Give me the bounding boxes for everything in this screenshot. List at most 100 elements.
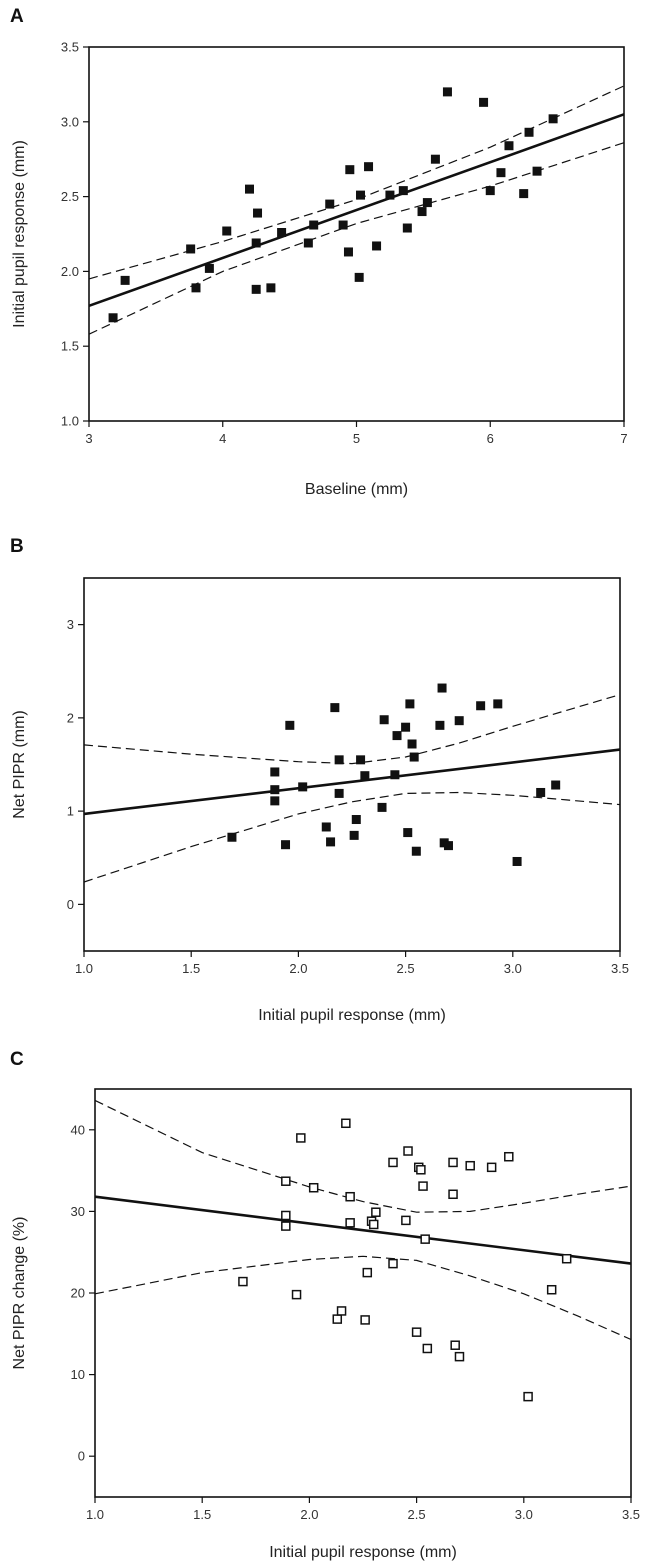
data-point [303,238,313,248]
data-point [402,223,412,233]
data-point [338,220,348,230]
ci-lower-line [88,142,625,335]
data-point [409,752,419,762]
y-tick-label: 3.0 [61,114,79,129]
data-point [253,208,263,218]
y-tick-label: 3 [67,617,74,632]
data-point [454,716,464,726]
data-point [345,1218,355,1228]
data-point [336,1306,347,1316]
data-point [108,313,118,323]
y-tick-label: 2.0 [61,264,79,279]
x-tick-label: 7 [620,431,627,446]
y-axis-title: Initial pupil response (mm) [11,140,28,328]
data-point [448,1189,458,1200]
data-point [546,1284,557,1295]
data-point [388,1157,398,1168]
y-tick-label: 40 [71,1122,85,1137]
panel-b: B 1.0 1.5 2.0 2.5 3.0 3.5 0 1 2 3 Initial pupil res… [10,536,629,1024]
data-point [334,755,344,765]
data-point [281,840,291,850]
panel-letter: C [10,1049,24,1070]
data-point [476,701,486,711]
panel-a: A 3 4 5 6 7 1.0 1.5 2.0 2.5 3.0 3.5 Baseline (mm) Ini… [10,6,628,498]
y-tick-label: 20 [71,1286,85,1301]
x-axis-title: Initial pupil response (mm) [258,1007,446,1024]
y-tick-label: 10 [71,1367,85,1382]
x-tick-label: 2.5 [408,1507,426,1522]
data-point [330,703,340,713]
data-point [285,720,295,730]
x-tick-label: 5 [353,431,360,446]
data-point [519,189,529,199]
data-point [270,785,280,795]
data-point [204,263,214,273]
x-tick-label: 1.0 [75,961,93,976]
data-point [437,683,447,693]
data-point [326,837,336,847]
data-point [362,1267,373,1278]
data-point [345,165,355,175]
data-point [191,283,201,293]
data-point [298,782,308,792]
data-point [403,828,413,838]
data-point [422,1343,433,1354]
panel-c: C 1.0 1.5 2.0 2.5 3.0 3.5 0 10 20 30 40 Initial pupi… [10,1049,640,1561]
data-point [343,247,353,257]
y-tick-label: 1.5 [61,339,79,354]
data-point [325,199,335,209]
y-tick-label: 2 [67,710,74,725]
data-point [309,220,319,230]
data-point [270,796,280,806]
regression-line [94,1195,632,1265]
data-point [442,87,452,97]
y-tick-label: 0 [78,1449,85,1464]
data-point [416,1165,426,1175]
ci-lower-line [83,791,621,883]
plot-frame [83,577,621,952]
data-point [407,739,417,749]
data-point [349,830,359,840]
data-point [270,767,280,777]
data-point [443,841,453,851]
y-tick-label: 1.0 [61,414,79,429]
data-point [493,699,503,709]
data-point [465,1160,475,1171]
data-point [341,1118,351,1129]
data-point [281,1221,291,1231]
x-tick-label: 3.0 [504,961,522,976]
data-point [422,198,432,208]
data-point [321,822,331,832]
y-tick-label: 0 [67,897,74,912]
data-point [523,1391,533,1402]
data-point [385,190,395,200]
data-point [120,275,130,285]
ci-upper-line [88,85,625,280]
data-point [496,168,506,178]
data-point [450,1340,460,1350]
y-axis-title: Net PIPR change (%) [11,1217,28,1370]
x-tick-label: 2.0 [289,961,307,976]
data-point [392,731,402,741]
data-point [308,1182,319,1193]
data-point [345,1191,355,1202]
data-point [372,241,382,251]
x-tick-label: 3.0 [515,1507,533,1522]
data-point [371,1207,381,1217]
data-point [551,780,561,790]
data-point [411,846,421,856]
data-point [277,228,287,238]
x-tick-label: 1.5 [182,961,200,976]
x-tick-label: 1.5 [193,1507,211,1522]
regression-line [88,113,625,308]
data-point [356,190,366,200]
data-point [448,1157,458,1168]
data-point [360,771,370,781]
data-point [388,1258,398,1269]
x-tick-label: 4 [219,431,226,446]
data-point [186,244,196,254]
data-point [435,720,445,730]
x-tick-label: 3.5 [611,961,629,976]
x-tick-label: 3 [85,431,92,446]
